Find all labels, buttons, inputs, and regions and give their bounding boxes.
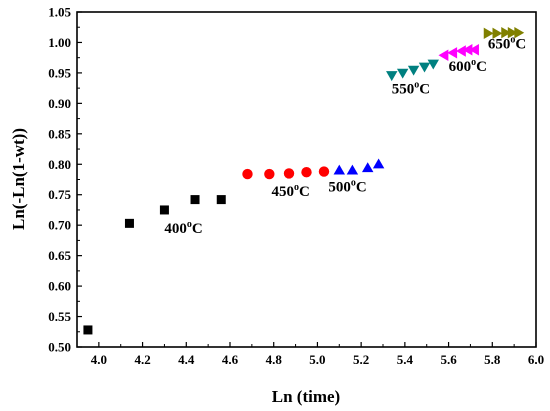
x-tick-label: 4.6 [222,352,239,367]
data-point-600 [447,47,458,59]
data-point-650 [492,27,503,40]
series-label-400: 400oC [164,219,202,237]
y-tick-label: 0.60 [48,279,71,294]
data-point-650 [501,26,512,39]
y-tick-label: 0.95 [48,65,71,80]
data-point-450 [283,168,295,179]
data-point-600 [469,44,479,56]
y-tick-label: 0.65 [48,248,71,263]
data-marks [83,26,525,335]
x-tick-label: 5.8 [484,352,501,367]
y-tick-label: 0.85 [48,126,71,141]
data-point-500 [346,164,359,175]
data-point-400 [216,195,226,205]
series-label-550: 550oC [392,80,430,98]
data-point-650 [514,26,525,39]
y-tick-label: 1.05 [48,5,71,20]
data-point-550 [386,71,398,82]
data-point-450 [264,168,275,180]
data-point-550 [396,68,409,79]
data-point-500 [372,158,385,169]
data-point-400 [124,218,134,228]
x-tick-label: 4.0 [91,352,107,367]
data-point-650 [507,26,518,39]
series-label-600: 600oC [449,57,487,75]
y-tick-label: 0.80 [48,157,71,172]
x-tick-label: 5.0 [309,352,325,367]
x-tick-label: 4.8 [266,352,283,367]
y-tick-label: 0.55 [48,309,71,324]
y-tick-label: 0.90 [48,96,71,111]
y-tick-label: 0.75 [48,187,71,202]
x-tick-label: 4.4 [178,352,195,367]
x-tick-label: 6.0 [528,352,544,367]
data-point-400 [190,195,200,205]
x-tick-label: 5.6 [440,352,457,367]
data-point-500 [361,162,374,173]
ticks: 4.0 4.2 4.4 4.6 4.8 5.0 5.2 5.4 5.6 5.8 6.0 0.50 0.5… [48,5,544,368]
data-point-450 [318,166,330,177]
data-point-400 [159,205,169,215]
x-tick-label: 5.4 [397,352,414,367]
y-tick-label: 0.50 [48,340,71,355]
data-point-550 [407,65,420,76]
x-axis-title: Ln (time) [272,387,340,406]
data-point-650 [483,27,494,40]
data-point-400 [83,325,93,335]
data-point-600 [455,45,466,57]
data-point-550 [418,62,431,73]
data-point-450 [301,166,312,178]
series-label-450: 450oC [272,182,310,200]
series-label-650: 650oC [488,35,526,53]
data-point-600 [438,49,449,61]
x-tick-label: 4.2 [134,352,150,367]
data-point-550 [427,59,439,70]
y-axis-title: Ln(-Ln(1-wt)) [9,128,28,230]
data-point-450 [242,168,253,180]
y-tick-label: 1.00 [48,35,71,50]
data-point-600 [462,44,473,56]
x-tick-label: 5.2 [353,352,369,367]
series-label-500: 500oC [328,178,366,196]
y-tick-label: 0.70 [48,218,71,233]
data-point-500 [333,164,346,175]
